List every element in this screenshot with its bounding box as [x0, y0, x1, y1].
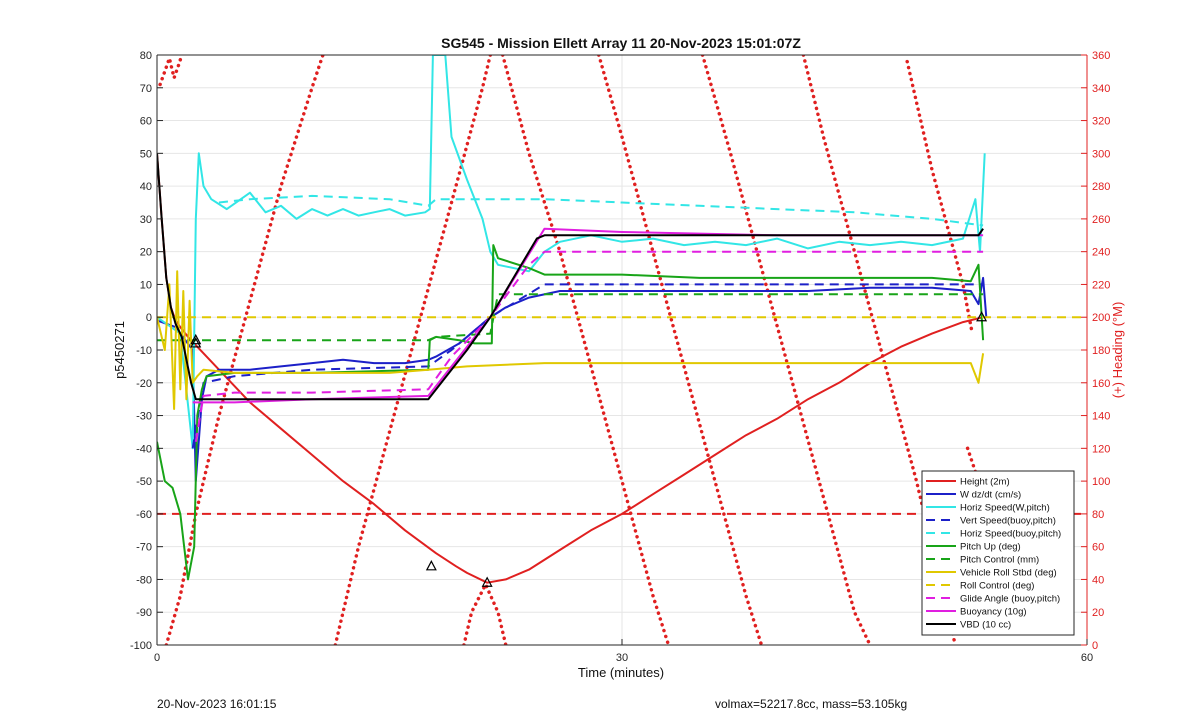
y-tick-label: -30 [136, 411, 152, 423]
series-line-3 [191, 283, 984, 449]
y2-tick-label: 280 [1092, 181, 1110, 193]
heading-line [700, 55, 872, 645]
heading-line [597, 55, 764, 645]
legend-entry: VBD (10 cc) [960, 620, 1011, 631]
y2-tick-label: 160 [1092, 378, 1110, 390]
triangle-marker [481, 576, 493, 587]
y2-tick-label: 120 [1092, 443, 1110, 455]
y2-tick-label: 220 [1092, 279, 1110, 291]
y-tick-label: -40 [136, 443, 152, 455]
legend-entry: Pitch Control (mm) [960, 555, 1039, 566]
legend-box [921, 470, 1075, 636]
y2-axis-label: (+) Heading (°M) [1110, 302, 1125, 399]
plot-area [157, 55, 1087, 645]
y2-tick-label: 260 [1092, 214, 1110, 226]
legend-entry: Glide Angle (buoy,pitch) [960, 594, 1060, 605]
y-tick-label: -20 [136, 378, 152, 390]
footer-timestamp: 20-Nov-2023 16:01:15 [157, 697, 277, 711]
y2-tick-label: 300 [1092, 148, 1110, 160]
x-tick-label: 0 [154, 652, 160, 664]
series-line-6 [157, 293, 984, 342]
legend-entry: Horiz Speed(buoy,pitch) [960, 529, 1061, 540]
y2-tick-label: 80 [1092, 509, 1104, 521]
y2-tick-label: 60 [1092, 542, 1104, 554]
y2-tick-label: 340 [1092, 83, 1110, 95]
y-axis-label: p5450271 [112, 321, 127, 379]
triangle-marker [190, 337, 202, 348]
legend-entry: Roll Control (deg) [960, 581, 1034, 592]
y2-tick-label: 360 [1092, 50, 1110, 62]
y2-tick-label: 40 [1092, 574, 1104, 586]
y2-tick-label: 140 [1092, 411, 1110, 423]
y-tick-label: 60 [140, 116, 152, 128]
legend-entry: Height (2m) [960, 477, 1010, 488]
legend-entry: W dz/dt (cm/s) [960, 490, 1021, 501]
y-tick-label: 30 [140, 214, 152, 226]
chart-title: SG545 - Mission Ellett Array 11 20-Nov-2… [441, 35, 801, 51]
y-tick-label: 10 [140, 279, 152, 291]
legend: Height (2m) W dz/dt (cm/s) Horiz Speed(W,p… [921, 470, 1075, 636]
x-axis-label: Time (minutes) [578, 665, 664, 680]
series-line-11 [157, 153, 984, 401]
series-line-4 [218, 194, 984, 227]
triangle-marker [976, 310, 988, 322]
triangle-marker [190, 333, 202, 345]
y-tick-label: 80 [140, 50, 152, 62]
x-tick-label: 60 [1081, 652, 1093, 664]
heading-line [500, 55, 671, 645]
y2-tick-label: 200 [1092, 312, 1110, 324]
axes: 0 30 60-100-90-80-70-60-50-40-30-20-100102… [130, 50, 1110, 664]
x-tick-label: 30 [616, 652, 628, 664]
legend-entry: Horiz Speed(W,pitch) [960, 503, 1050, 514]
y2-tick-label: 320 [1092, 116, 1110, 128]
y-tick-label: 70 [140, 83, 152, 95]
y-tick-label: -10 [136, 345, 152, 357]
footer-volmax: volmax=52217.8cc, mass=53.105kg [715, 697, 908, 711]
legend-entry: Pitch Up (deg) [960, 542, 1021, 553]
y-tick-label: -90 [136, 607, 152, 619]
heading-line [905, 59, 975, 336]
y-tick-label: -70 [136, 542, 152, 554]
y2-tick-label: 20 [1092, 607, 1104, 619]
y-tick-label: 20 [140, 247, 152, 259]
legend-entry: Vert Speed(buoy,pitch) [960, 516, 1056, 527]
y-tick-label: 0 [146, 312, 152, 324]
y2-tick-label: 180 [1092, 345, 1110, 357]
y-tick-label: -80 [136, 574, 152, 586]
y-tick-label: 40 [140, 181, 152, 193]
y-tick-label: -100 [130, 640, 152, 652]
series-line-5 [157, 244, 985, 581]
y-tick-label: -50 [136, 476, 152, 488]
heading-line [801, 55, 958, 645]
y-tick-label: 50 [140, 148, 152, 160]
legend-entry: Buoyancy (10g) [960, 607, 1027, 618]
series-line-2 [157, 55, 986, 450]
y2-tick-label: 100 [1092, 476, 1110, 488]
y2-tick-label: 0 [1092, 640, 1098, 652]
legend-entry: Vehicle Roll Stbd (deg) [960, 568, 1057, 579]
triangle-marker [425, 560, 437, 571]
series-line-7 [157, 270, 985, 410]
y-tick-label: -60 [136, 509, 152, 521]
heading-line [158, 55, 184, 87]
y2-tick-label: 240 [1092, 247, 1110, 259]
